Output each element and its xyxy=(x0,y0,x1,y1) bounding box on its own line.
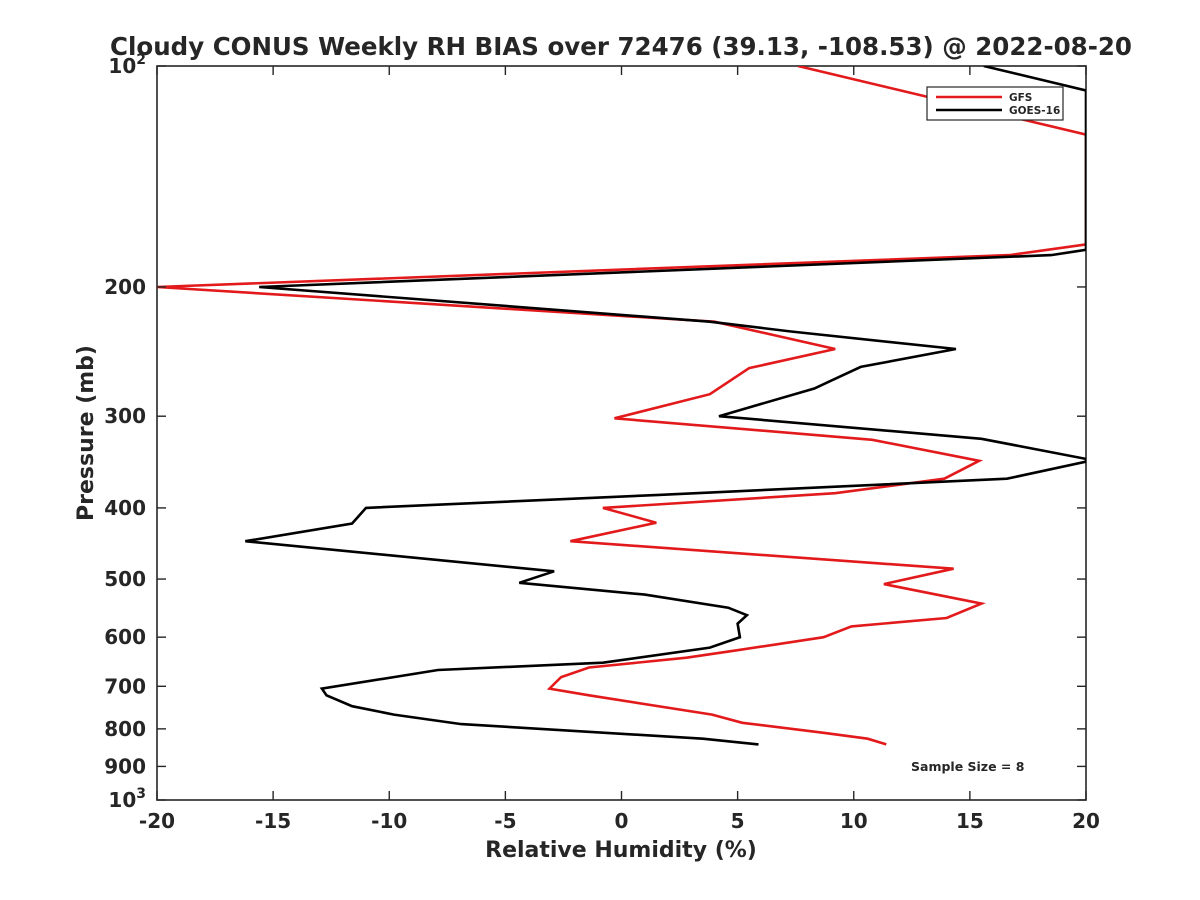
x-tick-label: 0 xyxy=(615,809,629,833)
y-tick-label: 102 xyxy=(108,52,146,78)
series-line-gfs xyxy=(157,66,1086,746)
x-tick-label: 10 xyxy=(840,809,868,833)
y-tick-label: 900 xyxy=(104,754,146,778)
y-axis-label: Pressure (mb) xyxy=(74,345,99,521)
x-tick-label: 20 xyxy=(1072,809,1100,833)
x-tick-label: 5 xyxy=(731,809,745,833)
plot-area-frame xyxy=(156,65,1087,801)
y-tick-label: 500 xyxy=(104,567,146,591)
x-axis-label: Relative Humidity (%) xyxy=(485,838,757,863)
series-layer xyxy=(157,66,1086,746)
x-tick-label: -15 xyxy=(255,809,291,833)
x-tick-label: -5 xyxy=(494,809,516,833)
legend-box xyxy=(926,86,1064,121)
series-line-goes16 xyxy=(245,66,1086,746)
legend-label-gfs: GFS xyxy=(1009,92,1032,104)
y-tick-label: 200 xyxy=(104,275,146,299)
y-tick-label: 800 xyxy=(104,717,146,741)
x-tick-label: -10 xyxy=(371,809,407,833)
y-tick-label: 400 xyxy=(104,496,146,520)
legend-label-goes16: GOES-16 xyxy=(1009,105,1060,117)
x-axis-ticks: -20 -15 -10 -5 0 5 10 15 20 xyxy=(139,66,1100,833)
x-tick-label: 15 xyxy=(956,809,984,833)
y-axis-ticks: 102 200 300 400 500 600 700 800 900 103 xyxy=(104,52,1086,812)
sample-size-annotation: Sample Size = 8 xyxy=(911,759,1024,774)
x-tick-label: -20 xyxy=(139,809,175,833)
y-tick-label: 103 xyxy=(108,786,146,812)
y-tick-label: 600 xyxy=(104,625,146,649)
chart-title: Cloudy CONUS Weekly RH BIAS over 72476 (… xyxy=(110,32,1132,61)
legend: GFS GOES-16 xyxy=(926,86,1064,121)
y-tick-label: 700 xyxy=(104,674,146,698)
y-tick-label: 300 xyxy=(104,404,146,428)
